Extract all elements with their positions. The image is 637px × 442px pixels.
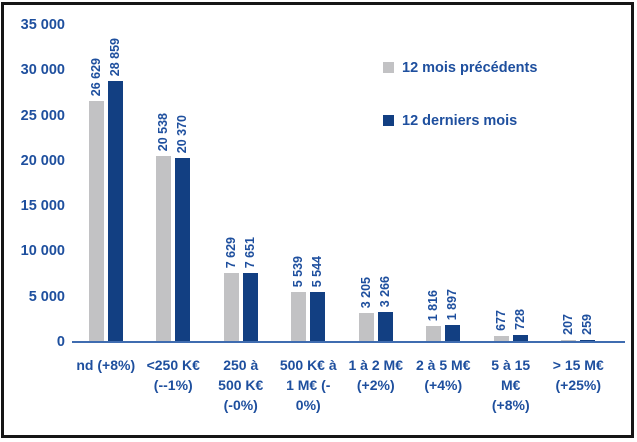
bar-group: 677 728: [477, 25, 545, 342]
bar-value-label: 207: [561, 314, 576, 335]
bar-derniers-4: [377, 312, 393, 342]
y-axis-tick-label: 0: [56, 334, 65, 350]
bar-precedents-5: [426, 326, 442, 342]
bar-with-label: 28 859: [107, 37, 123, 342]
bar-value-label: 3 205: [358, 276, 373, 308]
plot-area: 26 629 28 859 20 538 20 370 7 629 7 651 5 539 5…: [72, 25, 612, 342]
bar-value-label: 1 897: [445, 288, 460, 320]
legend-label-derniers: 12 derniers mois: [402, 112, 518, 129]
bar-with-label: 7 629: [223, 236, 239, 342]
bar-precedents-3: [291, 292, 307, 342]
bar-group: 26 629 28 859: [72, 25, 140, 342]
legend-label-precedents: 12 mois précédents: [402, 59, 538, 76]
bar-value-label: 20 538: [156, 112, 171, 151]
bar-with-label: 677: [493, 310, 509, 342]
legend-swatch-navy: [383, 115, 394, 126]
legend-item-precedents: 12 mois précédents: [383, 59, 538, 76]
bar-derniers-1: [175, 158, 191, 342]
bar-group: 3 205 3 266: [342, 25, 410, 342]
bar-derniers-2: [242, 273, 258, 342]
legend-item-derniers: 12 derniers mois: [383, 112, 537, 129]
bar-value-label: 5 544: [310, 255, 325, 287]
bar-with-label: 7 651: [242, 236, 258, 342]
y-axis-tick-label: 30 000: [20, 62, 65, 79]
y-axis-tick-label: 20 000: [20, 152, 65, 169]
bar-group: 207 259: [545, 25, 613, 342]
bar-with-label: 3 205: [358, 276, 374, 342]
bar-value-label: 28 859: [107, 37, 122, 76]
bar-precedents-4: [358, 313, 374, 342]
bar-value-label: 7 629: [223, 236, 238, 268]
bar-group: 1 816 1 897: [410, 25, 478, 342]
y-axis-tick-label: 15 000: [20, 198, 65, 215]
bar-with-label: 5 539: [291, 255, 307, 342]
bar-with-label: 1 816: [426, 289, 442, 342]
bar-value-label: 1 816: [426, 289, 441, 321]
x-axis-category-label: 1 à 2 M€ (+2%): [348, 357, 403, 393]
bar-precedents-1: [156, 156, 172, 342]
bar-with-label: 1 897: [445, 288, 461, 342]
bar-value-label: 728: [512, 309, 527, 330]
bar-group: 20 538 20 370: [140, 25, 208, 342]
bar-with-label: 207: [561, 314, 577, 342]
bar-precedents-6: [493, 336, 509, 342]
bar-value-label: 5 539: [291, 255, 306, 287]
bar-derniers-6: [512, 335, 528, 342]
bar-with-label: 20 370: [175, 114, 191, 342]
x-axis-category-label: 2 à 5 M€ (+4%): [416, 357, 471, 393]
bar-derniers-3: [310, 292, 326, 342]
y-axis-tick-label: 35 000: [20, 17, 65, 33]
bar-precedents-2: [223, 273, 239, 342]
x-axis-category-label: 500 K€ à 1 M€ (- 0%): [279, 357, 337, 413]
y-axis-tick-label: 5 000: [28, 288, 65, 305]
bar-value-label: 677: [493, 310, 508, 331]
bar-group: 7 629 7 651: [207, 25, 275, 342]
bar-value-label: 3 266: [377, 275, 392, 307]
x-axis-labels: nd (+8%) <250 K€ (--1%) 250 à 500 K€ (-0%)…: [72, 355, 612, 415]
x-axis-category-label: nd (+8%): [76, 357, 136, 373]
bar-derniers-5: [445, 325, 461, 342]
bar-value-label: 259: [580, 314, 595, 335]
bar-value-label: 7 651: [242, 236, 257, 268]
bar-derniers-0: [107, 81, 123, 342]
x-axis-category-label: 250 à 500 K€ (-0%): [218, 357, 264, 413]
y-axis-tick-label: 10 000: [20, 243, 65, 260]
bar-with-label: 20 538: [156, 112, 172, 342]
bar-with-label: 728: [512, 309, 528, 342]
bar-chart: 0 5 000 10 000 15 000 20 000 25 000 30 000 35 0…: [4, 5, 631, 435]
x-axis-category-label: <250 K€ (--1%): [146, 357, 200, 393]
bar-value-label: 20 370: [175, 114, 190, 153]
y-axis-tick-label: 25 000: [20, 107, 65, 124]
bar-with-label: 259: [580, 314, 596, 342]
bar-value-label: 26 629: [88, 57, 103, 96]
x-axis-category-label: 5 à 15 M€ (+8%): [491, 357, 531, 413]
bar-with-label: 5 544: [310, 255, 326, 342]
bar-group: 5 539 5 544: [275, 25, 343, 342]
bar-with-label: 3 266: [377, 275, 393, 342]
x-axis-line: [72, 341, 625, 343]
legend-swatch-gray: [383, 62, 394, 73]
legend: 12 mois précédents 12 derniers mois: [383, 59, 538, 129]
bar-precedents-0: [88, 101, 104, 342]
x-axis-category-label: > 15 M€ (+25%): [552, 357, 604, 393]
bar-with-label: 26 629: [88, 57, 104, 342]
